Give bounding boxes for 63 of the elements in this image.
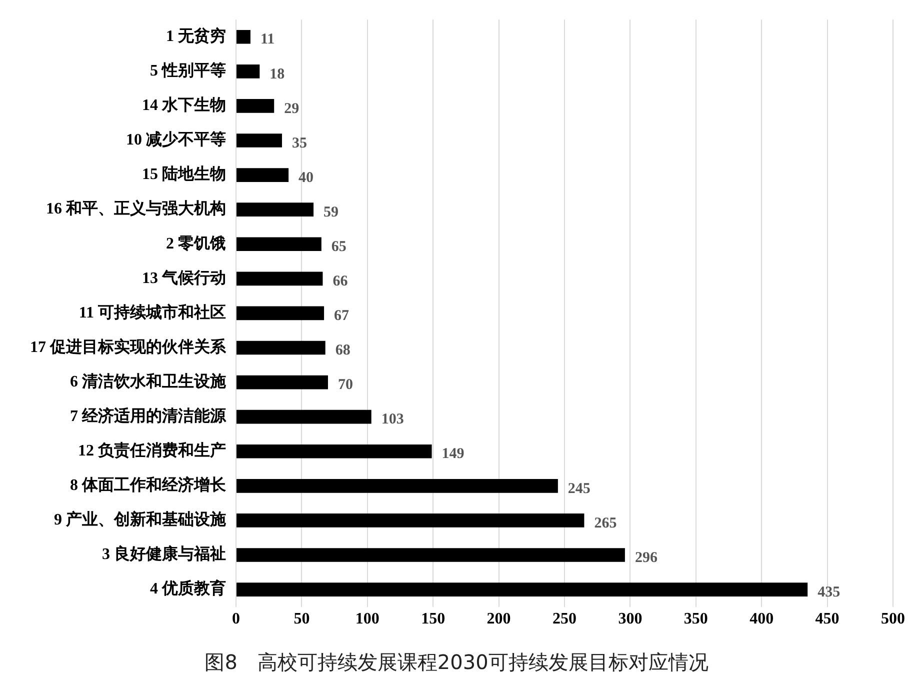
data-label: 59 [324, 204, 339, 220]
text: 图8 高校可持续发展课程2030可持续发展目标对应情况 [204, 650, 708, 674]
x-tick-label: 450 [815, 610, 840, 628]
bar [236, 340, 326, 355]
data-label: 66 [332, 274, 348, 290]
data-label: 149 [442, 446, 464, 462]
data-label: 35 [292, 135, 307, 152]
bar [236, 168, 289, 182]
bar [236, 99, 274, 113]
bar [236, 237, 322, 252]
bar [236, 64, 260, 78]
data-label: 265 [594, 515, 617, 532]
x-tick-label: 350 [684, 610, 708, 628]
bar [236, 30, 250, 44]
bar [236, 306, 324, 320]
x-tick-label: 150 [421, 610, 446, 628]
data-label: 296 [634, 550, 658, 566]
y-tick-label: 2 零饥饿 [166, 234, 226, 252]
bar [236, 444, 432, 458]
data-label: 67 [334, 308, 350, 324]
data-label: 435 [818, 584, 840, 600]
bar [236, 479, 558, 493]
y-tick-label: 6 清洁饮水和卫生设施 [70, 372, 227, 390]
bar [236, 548, 625, 562]
bar [236, 582, 808, 596]
y-tick-label: 1 无贫穷 [166, 27, 226, 46]
y-tick-label: 17 促进目标实现的伙伴关系 [30, 338, 227, 356]
data-label: 245 [568, 480, 590, 497]
y-tick-label: 4 优质教育 [150, 578, 226, 598]
data-label: 29 [284, 100, 300, 117]
y-tick-label: 5 性别平等 [150, 62, 226, 80]
data-label: 65 [331, 238, 346, 255]
x-tick-label: 400 [750, 610, 774, 628]
x-tick-label: 200 [486, 610, 511, 628]
data-label: 68 [335, 342, 350, 359]
y-tick-label: 15 陆地生物 [142, 165, 226, 184]
y-tick-label: 13 气候行动 [142, 268, 226, 287]
x-tick-label: 500 [881, 610, 905, 628]
x-tick-label: 300 [618, 610, 642, 628]
y-tick-label: 11 可持续城市和社区 [78, 303, 226, 322]
y-tick-label: 16 和平、正义与强大机构 [46, 200, 226, 218]
data-label: 11 [260, 32, 275, 48]
bar [236, 375, 328, 390]
y-tick-label: 7 经济适用的清洁能源 [70, 406, 227, 425]
y-tick-label: 3 良好健康与福祉 [102, 545, 226, 564]
y-tick-label: 10 减少不平等 [126, 130, 226, 149]
data-label: 18 [270, 66, 285, 82]
x-tick-label: 100 [355, 610, 380, 628]
y-tick-label: 12 负责任消费和生产 [78, 442, 226, 460]
bar [236, 514, 584, 528]
x-tick-label: 0 [232, 610, 240, 628]
y-tick-label: 9 产业、创新和基础设施 [54, 510, 227, 529]
y-tick-label: 8 体面工作和经济增长 [70, 476, 227, 494]
data-label: 70 [338, 377, 353, 394]
bar [236, 272, 323, 286]
x-tick-label: 250 [552, 610, 576, 628]
bar [236, 134, 282, 148]
data-label: 40 [298, 170, 314, 186]
data-label: 103 [381, 412, 404, 428]
bar [236, 410, 372, 424]
x-tick-label: 50 [294, 610, 310, 628]
bar [236, 202, 314, 216]
y-tick-label: 14 水下生物 [142, 96, 226, 114]
